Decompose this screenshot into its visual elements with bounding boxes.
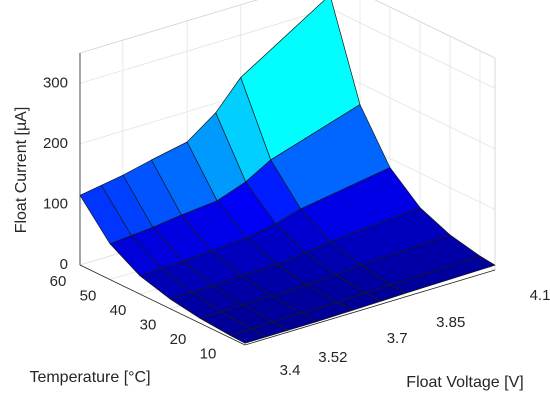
x-tick-label: 3.7 xyxy=(387,330,408,347)
y-tick-label: 10 xyxy=(200,346,217,363)
z-tick-label: 300 xyxy=(43,74,68,91)
axis-line xyxy=(244,269,496,346)
x-axis-title: Float Voltage [V] xyxy=(406,374,523,391)
z-axis-title: Float Current [µA] xyxy=(13,107,30,234)
y-tick-label: 20 xyxy=(170,331,187,348)
z-tick-label: 100 xyxy=(43,195,68,212)
axis-line xyxy=(79,264,246,346)
surface xyxy=(79,0,496,344)
y-tick-label: 60 xyxy=(50,273,67,290)
x-tick-label: 4.1 xyxy=(530,287,550,304)
y-tick-label: 40 xyxy=(110,302,127,319)
z-tick-label: 200 xyxy=(43,135,68,152)
y-tick-label: 30 xyxy=(140,317,157,334)
x-tick-label: 3.4 xyxy=(280,362,301,379)
grid-line xyxy=(329,68,496,150)
surface-cell xyxy=(229,328,267,344)
grid-line xyxy=(329,7,496,89)
z-tick-label: 0 xyxy=(60,256,68,273)
tick-labels: 0 100 200 300 10 20 30 40 50 60 3.4 3.52 3.7 3.85 4.1 xyxy=(43,74,550,379)
y-tick-label: 50 xyxy=(80,288,97,305)
grid-line xyxy=(79,7,331,84)
x-tick-label: 3.85 xyxy=(436,314,465,331)
x-tick-label: 3.52 xyxy=(318,349,347,366)
y-axis-title: Temperature [°C] xyxy=(29,369,150,386)
